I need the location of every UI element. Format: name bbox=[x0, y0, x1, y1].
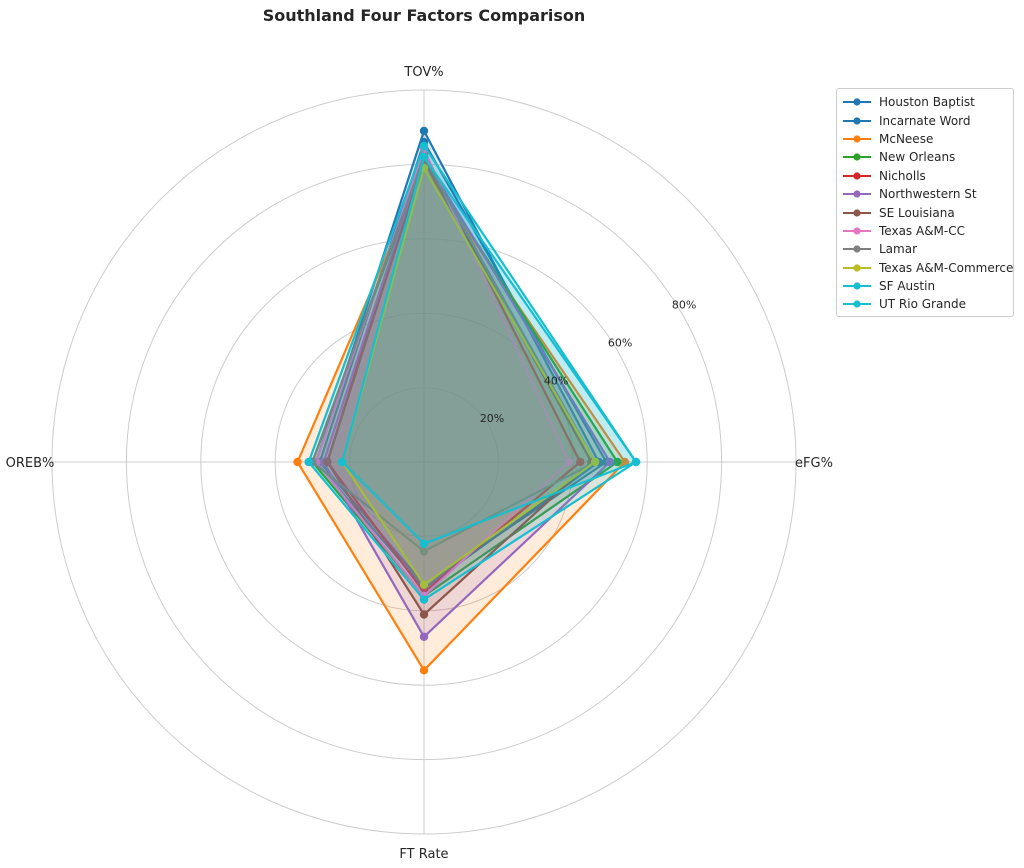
data-point bbox=[419, 666, 429, 675]
chart-title: Southland Four Factors Comparison bbox=[262, 6, 586, 25]
axis-label: FT Rate bbox=[399, 847, 448, 862]
legend-item: Nicholls bbox=[837, 167, 1013, 185]
data-point bbox=[620, 457, 630, 467]
legend-label: McNeese bbox=[879, 131, 934, 146]
axis-label: TOV% bbox=[403, 65, 443, 80]
legend-item: Incarnate Word bbox=[837, 111, 1013, 129]
data-point bbox=[323, 457, 332, 467]
data-point bbox=[419, 610, 429, 619]
legend-label: Houston Baptist bbox=[879, 95, 975, 110]
data-point bbox=[419, 126, 429, 136]
legend-label: Texas A&M-Commerce bbox=[879, 260, 1014, 275]
legend-label: Lamar bbox=[879, 242, 918, 257]
radial-tick-label: 20% bbox=[480, 412, 504, 425]
data-point bbox=[419, 580, 429, 589]
data-point bbox=[419, 632, 429, 642]
data-point bbox=[576, 457, 585, 467]
radial-tick-label: 60% bbox=[608, 336, 632, 349]
legend-item: Houston Baptist bbox=[837, 93, 1013, 111]
legend-item: Texas A&M-Commerce bbox=[837, 259, 1013, 277]
legend-label: UT Rio Grande bbox=[879, 297, 966, 312]
legend-item: Texas A&M-CC bbox=[837, 222, 1013, 240]
data-point bbox=[631, 457, 641, 467]
legend-item: Northwestern St bbox=[837, 185, 1013, 203]
legend-swatch bbox=[843, 208, 871, 217]
legend-item: Lamar bbox=[837, 240, 1013, 258]
legend-swatch bbox=[843, 135, 871, 143]
legend-swatch bbox=[843, 264, 871, 272]
data-point bbox=[419, 539, 429, 549]
data-point bbox=[564, 457, 574, 467]
data-point bbox=[605, 457, 615, 467]
legend-swatch bbox=[843, 227, 871, 235]
radial-tick-label: 40% bbox=[544, 374, 568, 387]
data-point bbox=[419, 547, 429, 556]
legend-swatch bbox=[843, 116, 871, 125]
legend-swatch bbox=[843, 245, 871, 253]
legend-label: New Orleans bbox=[879, 150, 956, 165]
axis-label: OREB% bbox=[6, 456, 55, 471]
data-point bbox=[419, 595, 429, 604]
series-layer bbox=[293, 126, 641, 675]
legend-swatch bbox=[843, 153, 871, 161]
legend-item: SF Austin bbox=[837, 277, 1013, 295]
data-point bbox=[304, 457, 313, 467]
radar-chart: 20% 40% 60% 80% TOV% eFG% FT Rate OREB% bbox=[6, 65, 833, 862]
legend-label: SF Austin bbox=[879, 279, 936, 294]
legend-item: New Orleans bbox=[837, 148, 1013, 166]
legend-swatch bbox=[843, 300, 871, 309]
legend-item: McNeese bbox=[837, 130, 1013, 148]
data-point bbox=[419, 152, 429, 162]
legend-item: SE Louisiana bbox=[837, 203, 1013, 221]
data-point bbox=[590, 457, 600, 467]
legend-label: Texas A&M-CC bbox=[879, 223, 965, 238]
label-layer: 20% 40% 60% 80% TOV% eFG% FT Rate OREB% bbox=[6, 65, 833, 862]
radial-tick-label: 80% bbox=[672, 299, 696, 312]
data-point bbox=[419, 141, 429, 150]
legend-swatch bbox=[843, 190, 871, 198]
legend-item: UT Rio Grande bbox=[837, 295, 1013, 313]
legend-swatch bbox=[843, 282, 871, 290]
legend-label: SE Louisiana bbox=[879, 205, 955, 220]
legend-label: Incarnate Word bbox=[879, 113, 971, 128]
legend-label: Nicholls bbox=[879, 168, 926, 183]
legend-label: Northwestern St bbox=[879, 187, 977, 202]
axis-label: eFG% bbox=[795, 456, 833, 471]
data-point bbox=[293, 457, 302, 467]
data-point bbox=[337, 457, 347, 467]
data-point bbox=[613, 457, 622, 467]
legend-swatch bbox=[843, 172, 871, 180]
legend: Houston Baptist Incarnate Word McNeese New … bbox=[836, 88, 1014, 317]
legend-swatch bbox=[843, 98, 871, 106]
